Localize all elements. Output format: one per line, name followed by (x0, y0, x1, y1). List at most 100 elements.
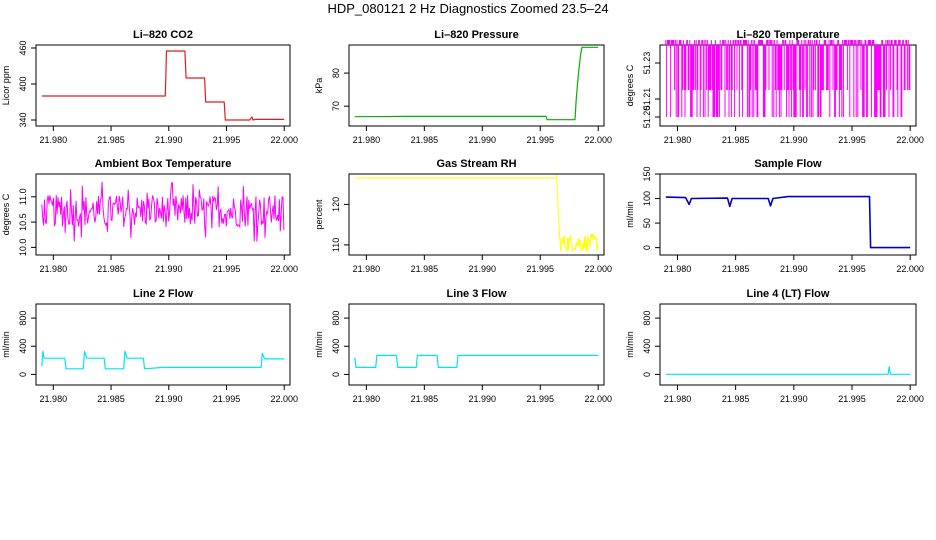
x-tick-label: 21.980 (664, 264, 692, 274)
x-tick-label: 21.990 (155, 135, 183, 145)
x-tick-label: 21.995 (213, 394, 241, 404)
chart-panel-6: Sample Flow 21.980 21.985 21.990 21.995 22.00… (625, 158, 924, 274)
x-tick-label: 22.000 (270, 394, 298, 404)
y-tick-label: 11.0 (18, 188, 28, 205)
y-tick-label: 120 (331, 197, 341, 212)
y-tick-label: 100 (642, 191, 652, 206)
x-tick-label: 21.980 (353, 135, 381, 145)
chart-title: Line 3 Flow (447, 288, 507, 300)
plot-frame (35, 44, 291, 127)
x-tick-label: 22.000 (896, 264, 924, 274)
x-tick-label: 21.995 (213, 264, 241, 274)
x-tick-label: 21.995 (526, 394, 554, 404)
plot-frame (348, 44, 605, 127)
x-tick-label: 21.985 (411, 135, 439, 145)
y-axis-label: ml/min (1, 331, 11, 358)
x-tick-label: 21.980 (353, 264, 381, 274)
data-series-line (41, 181, 285, 242)
chart-title: Line 2 Flow (133, 288, 193, 300)
chart-panel-5: Gas Stream RH 21.980 21.985 21.990 21.995 22.… (314, 158, 612, 274)
y-tick-label: 150 (642, 166, 652, 181)
chart-title: Li–820 Pressure (434, 29, 518, 41)
chart-panel-7: Line 2 Flow 21.980 21.985 21.990 21.995 22.00… (1, 288, 298, 404)
x-tick-label: 21.990 (469, 394, 497, 404)
data-series-line (665, 40, 911, 117)
x-tick-label: 21.990 (155, 394, 183, 404)
plot-frame (35, 303, 291, 386)
chart-panel-4: Ambient Box Temperature 21.980 21.985 21.99… (1, 158, 298, 274)
y-tick-label: 51.20 (642, 106, 652, 129)
x-tick-label: 22.000 (270, 264, 298, 274)
x-tick-label: 21.980 (40, 264, 68, 274)
x-tick-label: 21.985 (411, 264, 439, 274)
x-tick-label: 21.985 (411, 394, 439, 404)
chart-title: Sample Flow (754, 158, 822, 170)
y-axis-label: degrees C (625, 64, 635, 106)
chart-panel-1: Li–820 CO2 21.980 21.985 21.990 21.995 22.000… (1, 29, 298, 145)
y-tick-label: 10.5 (18, 213, 28, 231)
x-tick-label: 21.995 (838, 394, 866, 404)
chart-title: Li–820 CO2 (133, 29, 193, 41)
x-tick-label: 21.995 (213, 135, 241, 145)
x-tick-label: 21.980 (40, 135, 68, 145)
x-tick-label: 21.985 (97, 394, 125, 404)
x-tick-label: 21.995 (838, 264, 866, 274)
x-tick-label: 21.990 (780, 264, 808, 274)
y-tick-label: 51.21 (642, 88, 652, 111)
x-tick-label: 21.985 (97, 135, 125, 145)
x-tick-label: 22.000 (584, 394, 612, 404)
y-tick-label: 400 (18, 76, 28, 91)
y-tick-label: 460 (18, 40, 28, 55)
y-tick-label: 80 (331, 68, 341, 78)
chart-title: Li–820 Temperature (736, 29, 839, 41)
x-tick-label: 21.990 (155, 264, 183, 274)
plot-frame (348, 303, 605, 386)
chart-panel-8: Line 3 Flow 21.980 21.985 21.990 21.995 22.00… (314, 288, 612, 404)
data-series-line (354, 354, 599, 368)
x-tick-label: 22.000 (896, 135, 924, 145)
x-tick-label: 21.985 (722, 394, 750, 404)
y-axis-label: kPa (314, 78, 324, 94)
x-tick-label: 21.995 (838, 135, 866, 145)
chart-panel-2: Li–820 Pressure 21.980 21.985 21.990 21.995 2… (314, 29, 612, 145)
data-series-line (354, 46, 599, 121)
y-tick-label: 51.23 (642, 52, 652, 75)
plot-frame (35, 173, 291, 256)
x-tick-label: 21.990 (780, 394, 808, 404)
y-tick-label: 0 (642, 372, 652, 377)
x-tick-label: 21.990 (469, 264, 497, 274)
y-tick-label: 0 (642, 245, 652, 250)
data-series-line (665, 366, 911, 375)
y-tick-label: 800 (331, 311, 341, 326)
y-tick-label: 800 (18, 311, 28, 326)
y-axis-label: ml/min (314, 331, 324, 358)
x-tick-label: 22.000 (584, 135, 612, 145)
chart-title: Gas Stream RH (436, 158, 516, 170)
y-tick-label: 110 (331, 238, 341, 252)
y-tick-label: 0 (331, 372, 341, 377)
x-tick-label: 21.985 (722, 135, 750, 145)
x-tick-label: 21.990 (469, 135, 497, 145)
x-tick-label: 22.000 (896, 394, 924, 404)
y-tick-label: 50 (642, 218, 652, 228)
x-tick-label: 21.980 (664, 135, 692, 145)
y-tick-label: 800 (642, 311, 652, 326)
y-tick-label: 400 (331, 339, 341, 354)
x-tick-label: 21.995 (526, 135, 554, 145)
x-tick-label: 21.980 (40, 394, 68, 404)
y-axis-label: ml/min (625, 201, 635, 228)
data-series-line (41, 350, 285, 370)
y-tick-label: 10.0 (18, 239, 28, 257)
x-tick-label: 21.985 (97, 264, 125, 274)
plot-frame (348, 173, 605, 256)
x-tick-label: 21.980 (353, 394, 381, 404)
y-axis-label: percent (314, 199, 324, 230)
x-tick-label: 21.985 (722, 264, 750, 274)
x-tick-label: 21.980 (664, 394, 692, 404)
y-tick-label: 0 (18, 372, 28, 377)
y-tick-label: 340 (18, 112, 28, 127)
chart-title: Ambient Box Temperature (95, 158, 232, 170)
x-tick-label: 22.000 (270, 135, 298, 145)
page-title: HDP_080121 2 Hz Diagnostics Zoomed 23.5–… (327, 1, 609, 16)
